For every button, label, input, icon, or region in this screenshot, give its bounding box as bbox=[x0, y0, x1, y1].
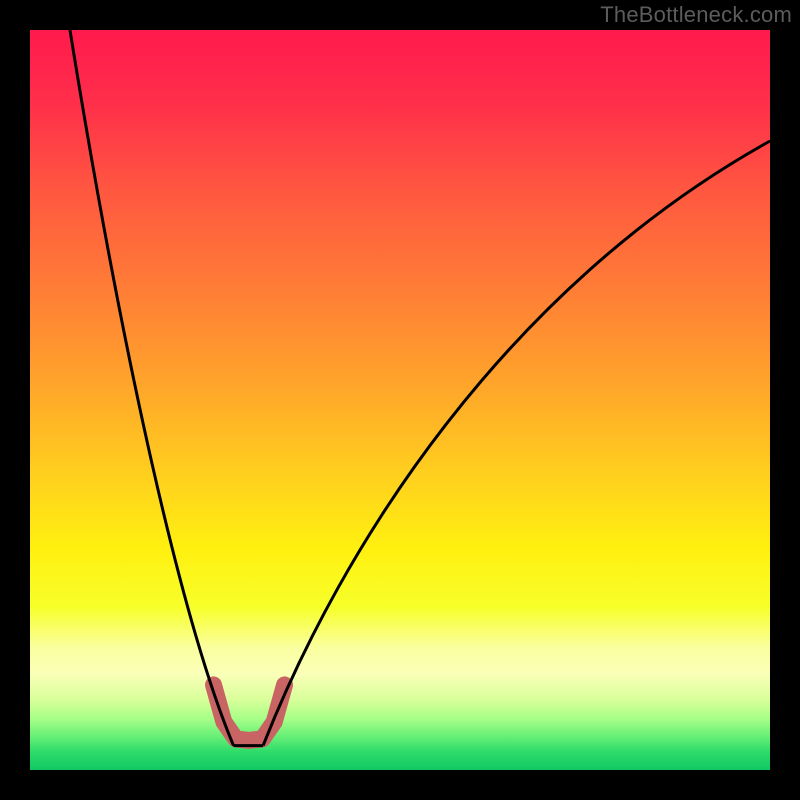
curve-right-branch bbox=[263, 141, 770, 746]
curve-layer bbox=[30, 30, 770, 770]
plot-area bbox=[30, 30, 770, 770]
chart-frame bbox=[0, 0, 800, 800]
curve-left-branch bbox=[70, 30, 234, 746]
valley-highlight bbox=[214, 685, 285, 741]
watermark-text: TheBottleneck.com bbox=[600, 2, 792, 28]
